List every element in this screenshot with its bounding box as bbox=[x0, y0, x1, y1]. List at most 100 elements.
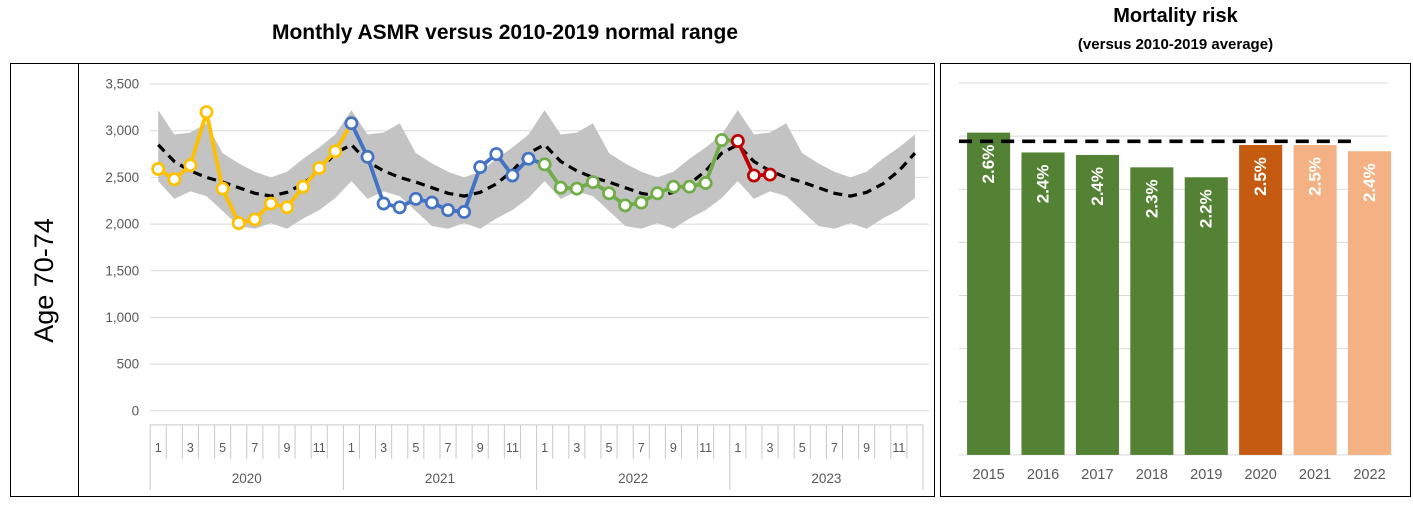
data-point-marker bbox=[553, 180, 568, 195]
data-point-marker bbox=[505, 168, 520, 183]
bar-2015 bbox=[967, 132, 1011, 455]
age-group-label: Age 70-74 bbox=[29, 217, 60, 343]
bar-year-label: 2022 bbox=[1353, 467, 1385, 483]
bar-value-label: 2.4% bbox=[1360, 163, 1379, 202]
data-point-marker bbox=[650, 186, 665, 201]
data-point-marker bbox=[457, 204, 472, 219]
line-chart-title: Monthly ASMR versus 2010-2019 normal ran… bbox=[271, 21, 739, 44]
data-point-marker bbox=[714, 133, 729, 148]
y-axis-label: 2,000 bbox=[105, 217, 139, 232]
data-point-marker bbox=[569, 181, 584, 196]
y-axis-label: 3,000 bbox=[105, 123, 139, 138]
month-label: 7 bbox=[638, 441, 645, 455]
data-point-marker bbox=[151, 162, 166, 176]
bar-year-label: 2019 bbox=[1190, 467, 1222, 483]
data-point-marker bbox=[618, 198, 633, 213]
mortality-risk-bar-panel: 2.6% 2015 2.4% 2016 2.4% 2017 2.3% 2018 2.2% 2019… bbox=[940, 63, 1411, 497]
month-label: 5 bbox=[799, 441, 806, 455]
bar-2021 bbox=[1293, 145, 1337, 455]
y-axis-label: 1,000 bbox=[105, 310, 139, 325]
bar-2017 bbox=[1075, 154, 1119, 455]
bar-value-label: 2.2% bbox=[1197, 189, 1216, 228]
data-point-marker bbox=[473, 160, 488, 175]
data-point-marker bbox=[215, 181, 230, 196]
month-label: 9 bbox=[477, 441, 484, 455]
month-label: 5 bbox=[606, 441, 613, 455]
bar-value-label: 2.6% bbox=[979, 145, 998, 184]
bar-value-label: 2.4% bbox=[1034, 164, 1053, 203]
year-label: 2022 bbox=[618, 471, 648, 486]
bar-year-label: 2020 bbox=[1245, 467, 1277, 483]
bar-year-label: 2017 bbox=[1081, 467, 1113, 483]
bar-value-label: 2.3% bbox=[1142, 179, 1161, 218]
y-axis-label: 1,500 bbox=[105, 263, 139, 278]
data-point-marker bbox=[698, 176, 713, 190]
bar-value-label: 2.5% bbox=[1306, 157, 1325, 196]
data-point-marker bbox=[537, 157, 552, 172]
data-point-marker bbox=[280, 200, 294, 215]
asmr-line-chart: 3,500 3,000 2,500 2,000 1,500 1,000 500 0 1 3 5 7 9 1… bbox=[105, 77, 929, 490]
data-point-marker bbox=[360, 149, 375, 164]
bar-2016 bbox=[1021, 152, 1065, 455]
year-label: 2020 bbox=[232, 471, 262, 486]
month-label: 1 bbox=[734, 441, 741, 455]
y-axis-label: 2,500 bbox=[105, 170, 139, 185]
data-point-marker bbox=[247, 212, 262, 227]
bar-year-label: 2015 bbox=[972, 467, 1004, 483]
month-label: 9 bbox=[284, 441, 291, 455]
bar-chart-subtitle: (versus 2010-2019 average) bbox=[1077, 36, 1274, 53]
month-label: 7 bbox=[831, 441, 838, 455]
month-label: 3 bbox=[573, 441, 580, 455]
month-label: 7 bbox=[445, 441, 452, 455]
month-label: 11 bbox=[892, 441, 905, 455]
month-label: 1 bbox=[348, 441, 355, 455]
month-label: 1 bbox=[541, 441, 548, 455]
asmr-line-chart-panel: 3,500 3,000 2,500 2,000 1,500 1,000 500 0 1 3 5 7 9 1… bbox=[10, 63, 935, 497]
bar-2018 bbox=[1130, 167, 1174, 455]
data-point-marker bbox=[312, 161, 327, 176]
data-point-marker bbox=[328, 144, 343, 159]
data-point-marker bbox=[682, 179, 697, 194]
data-point-marker bbox=[730, 134, 745, 148]
data-point-marker bbox=[183, 158, 198, 173]
month-label: 9 bbox=[863, 441, 870, 455]
average-dashed-line bbox=[157, 142, 917, 198]
row-header: Age 70-74 bbox=[11, 64, 79, 496]
month-label: 9 bbox=[670, 441, 677, 455]
data-point-marker bbox=[666, 179, 681, 194]
bar-chart-title: Mortality risk bbox=[1113, 5, 1238, 27]
month-label: 3 bbox=[767, 441, 774, 455]
y-axis-label: 500 bbox=[117, 357, 140, 372]
data-point-marker bbox=[296, 179, 311, 194]
bar-2022 bbox=[1347, 151, 1392, 455]
month-label: 3 bbox=[380, 441, 387, 455]
bar-year-label: 2016 bbox=[1027, 467, 1059, 483]
y-axis-label: 0 bbox=[132, 403, 140, 418]
month-label: 5 bbox=[219, 441, 226, 455]
data-point-marker bbox=[199, 105, 214, 120]
month-label: 11 bbox=[699, 441, 712, 455]
data-point-marker bbox=[408, 191, 423, 206]
data-point-marker bbox=[763, 167, 777, 182]
normal-range-band bbox=[158, 110, 915, 229]
bar-2019 bbox=[1184, 177, 1228, 455]
month-label: 11 bbox=[506, 441, 519, 455]
bar-value-label: 2.4% bbox=[1088, 167, 1107, 206]
data-point-marker bbox=[392, 200, 407, 215]
data-point-marker bbox=[585, 175, 600, 190]
year-label: 2021 bbox=[425, 471, 455, 486]
month-label: 5 bbox=[412, 441, 419, 455]
data-point-marker bbox=[344, 116, 359, 131]
data-point-marker bbox=[521, 151, 536, 166]
data-point-marker bbox=[602, 186, 616, 201]
bar-year-label: 2021 bbox=[1299, 467, 1331, 483]
month-label: 1 bbox=[155, 441, 162, 455]
data-point-marker bbox=[746, 168, 761, 183]
data-point-marker bbox=[424, 195, 439, 210]
data-point-marker bbox=[376, 196, 391, 211]
data-point-marker bbox=[489, 147, 504, 162]
month-label: 11 bbox=[313, 441, 326, 455]
data-point-marker bbox=[263, 196, 278, 211]
y-axis-label: 3,500 bbox=[105, 77, 139, 92]
